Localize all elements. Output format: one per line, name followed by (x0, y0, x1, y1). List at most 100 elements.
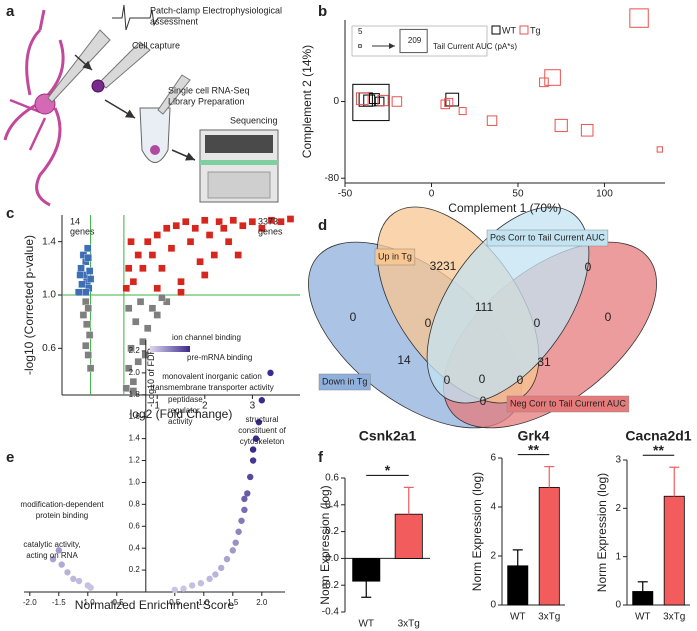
point (129, 378, 138, 386)
venn-count: 0 (534, 316, 541, 330)
point (189, 582, 196, 589)
x-tick-label: -50 (338, 189, 353, 200)
point (172, 222, 180, 230)
y-tick-label: 6 (490, 453, 496, 464)
annotation: transmembrane transporter activity (150, 383, 274, 392)
annotation: protein binding (36, 511, 88, 520)
point (177, 278, 185, 286)
size-legend-label: 5 (358, 27, 363, 36)
point (76, 271, 84, 279)
legend-label: WT (502, 25, 516, 35)
point (440, 99, 451, 110)
point (49, 555, 57, 563)
y-tick-label: 0.4 (325, 499, 339, 510)
bar (507, 565, 529, 606)
y-tick-label: -0.2 (322, 580, 340, 591)
x-axis-label: Normalized Enrichment Score (75, 598, 235, 612)
point (252, 435, 260, 442)
point (83, 320, 91, 328)
legend-frame (351, 25, 488, 57)
y-tick-label: 0.8 (129, 499, 141, 508)
annotation: 3373 (258, 216, 278, 226)
y-tick-label: 1.4 (42, 236, 56, 247)
point (220, 224, 228, 232)
point (223, 555, 231, 563)
point (153, 284, 161, 292)
point (64, 569, 71, 576)
step-label: Cell capture (132, 40, 180, 50)
point (486, 115, 498, 126)
point (544, 69, 561, 86)
venn-count: 111 (475, 300, 494, 314)
point (148, 304, 157, 312)
point (215, 218, 223, 226)
trace (112, 4, 180, 31)
venn-count: 0 (605, 310, 612, 324)
point (84, 304, 92, 312)
significance: ** (528, 441, 539, 457)
sequencer-door (207, 171, 271, 199)
x-tick-label: 0 (429, 189, 435, 200)
step-label: assessment (150, 16, 199, 26)
point (206, 575, 213, 583)
point (186, 238, 195, 246)
y-tick-label: 1.0 (42, 290, 56, 301)
venn-set-label: Pos Corr to Tail Current AUC (486, 229, 609, 247)
significance: ** (653, 442, 664, 458)
size-legend: 5 209 Tail Current AUC (pA*s) WT Tg (351, 25, 541, 57)
schematic (3, 4, 279, 207)
x-tick-label: WT (510, 612, 526, 623)
bar (632, 591, 654, 606)
bar (538, 486, 560, 606)
venn-set-label: Down in Tg (318, 373, 371, 391)
x-tick-label: 0.5 (169, 598, 181, 607)
venn-set-text: Neg Corr to Tail Current AUC (510, 398, 626, 408)
point (144, 238, 152, 246)
x-tick-label: WT (635, 612, 651, 623)
legend-swatch (519, 25, 529, 35)
panel-label: b (318, 3, 327, 20)
point (86, 364, 95, 372)
x-tick-label: -2.0 (23, 598, 37, 607)
panel-label: f (318, 449, 324, 466)
annotation: catalytic activity, (23, 540, 80, 549)
point (84, 351, 92, 359)
tube-cell (150, 145, 160, 155)
point (177, 288, 185, 296)
point (87, 584, 94, 591)
arrow (171, 149, 196, 161)
point (267, 369, 274, 377)
step-label: Library Preparation (168, 96, 245, 106)
point (352, 83, 390, 122)
x-tick-label: 2 (202, 401, 208, 412)
venn-set-text: Up in Tg (378, 251, 412, 261)
x-tick-label: -0.5 (110, 598, 124, 607)
x-tick-label: 2.0 (256, 598, 268, 607)
point (224, 238, 233, 246)
point (218, 564, 225, 572)
y-axis-label: Norm Expression (log) (595, 473, 609, 592)
point (86, 275, 95, 283)
venn-set-text: Down in Tg (322, 376, 367, 386)
point (244, 490, 251, 497)
point (129, 387, 138, 395)
point (182, 218, 190, 226)
point (258, 224, 266, 232)
point (205, 231, 214, 239)
point (167, 244, 176, 252)
point (210, 251, 218, 259)
point (232, 539, 239, 546)
point (144, 324, 152, 332)
y-axis-label: -log10 (Corrected p-value) (22, 235, 36, 375)
point (197, 580, 205, 587)
point (79, 311, 88, 319)
annotation: regulator (168, 406, 200, 415)
significance: * (385, 462, 391, 478)
point (139, 264, 147, 272)
point (78, 280, 86, 288)
point (148, 251, 157, 259)
point (84, 244, 92, 252)
y-tick-label: 2.0 (129, 368, 141, 377)
y-tick-label: 0 (615, 600, 621, 611)
point (247, 473, 254, 481)
